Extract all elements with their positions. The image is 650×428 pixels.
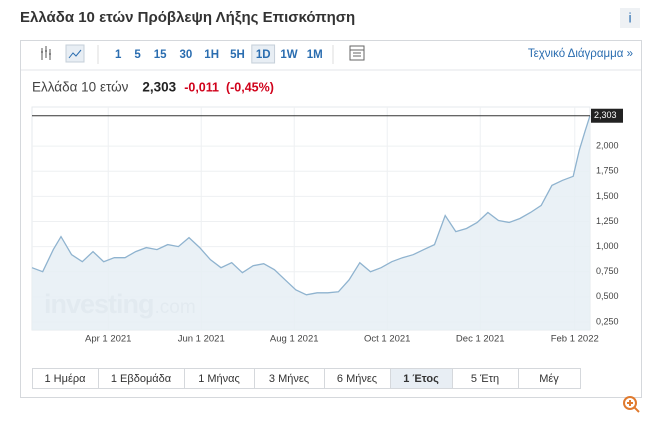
zoom-icon-handle — [627, 400, 640, 413]
interval-button[interactable]: 15 — [154, 49, 167, 61]
x-tick-label: Dec 1 2021 — [456, 334, 505, 345]
y-tick-label: 0,750 — [596, 266, 619, 276]
title: Ελλάδα 10 ετών Πρόβλεψη Λήξης Επισκόπηση — [20, 9, 355, 26]
interval-button[interactable]: 1D — [256, 49, 271, 61]
panel — [20, 40, 642, 398]
range-button-bg — [518, 368, 581, 389]
y-tick-label: 2,000 — [596, 141, 619, 151]
range-button[interactable]: 6 Μήνες — [337, 373, 377, 385]
chart-type-icons[interactable] — [41, 44, 365, 63]
info-button[interactable]: i — [628, 10, 631, 26]
last-price-label: 2,303 — [594, 110, 617, 120]
range-button[interactable]: 1 Μήνας — [198, 373, 240, 385]
area-fill — [32, 115, 590, 330]
y-tick-label: 0,250 — [596, 316, 619, 326]
technical-chart-link[interactable]: Τεχνικό Διάγραμμα » — [528, 48, 633, 60]
x-tick-label: Oct 1 2021 — [364, 334, 410, 345]
interval-button[interactable]: 30 — [180, 49, 193, 61]
interval-active-bg — [251, 44, 276, 64]
range-button[interactable]: 5 Έτη — [471, 373, 499, 385]
y-tick-label: 1,250 — [596, 216, 619, 226]
x-tick-label: Aug 1 2021 — [270, 334, 319, 345]
y-tick-label: 1,500 — [596, 191, 619, 201]
quote-change-pct: (-0,45%) — [226, 80, 274, 94]
interval-button[interactable]: 1W — [280, 49, 297, 61]
y-tick-label: 1,750 — [596, 166, 619, 176]
interval-button[interactable]: 1H — [204, 49, 219, 61]
area-line — [31, 115, 591, 296]
range-button[interactable]: 1 Ημέρα — [45, 373, 87, 385]
last-price-bg — [591, 108, 623, 123]
range-button[interactable]: 1 Εβδομάδα — [111, 373, 172, 385]
interval-button[interactable]: 5H — [230, 49, 245, 61]
info-bg — [620, 8, 640, 28]
zoom-icon[interactable] — [623, 396, 637, 410]
x-tick-label: Jun 1 2021 — [178, 334, 225, 345]
y-tick-label: 0,500 — [596, 291, 619, 301]
interval-button[interactable]: 1M — [307, 49, 323, 61]
x-tick-label: Feb 1 2022 — [551, 334, 599, 345]
quote-name: Ελλάδα 10 ετών — [32, 80, 129, 95]
quote-change: -0,011 — [184, 80, 219, 94]
y-tick-label: 1,000 — [596, 241, 619, 251]
interval-button[interactable]: 5 — [134, 49, 141, 61]
range-button[interactable]: 1 Έτος — [403, 373, 439, 385]
quote-price: 2,303 — [142, 80, 176, 95]
range-button[interactable]: 3 Μήνες — [269, 373, 309, 385]
x-tick-label: Apr 1 2021 — [85, 334, 131, 345]
interval-button[interactable]: 1 — [115, 49, 122, 61]
range-button[interactable]: Μέγ — [539, 373, 559, 385]
